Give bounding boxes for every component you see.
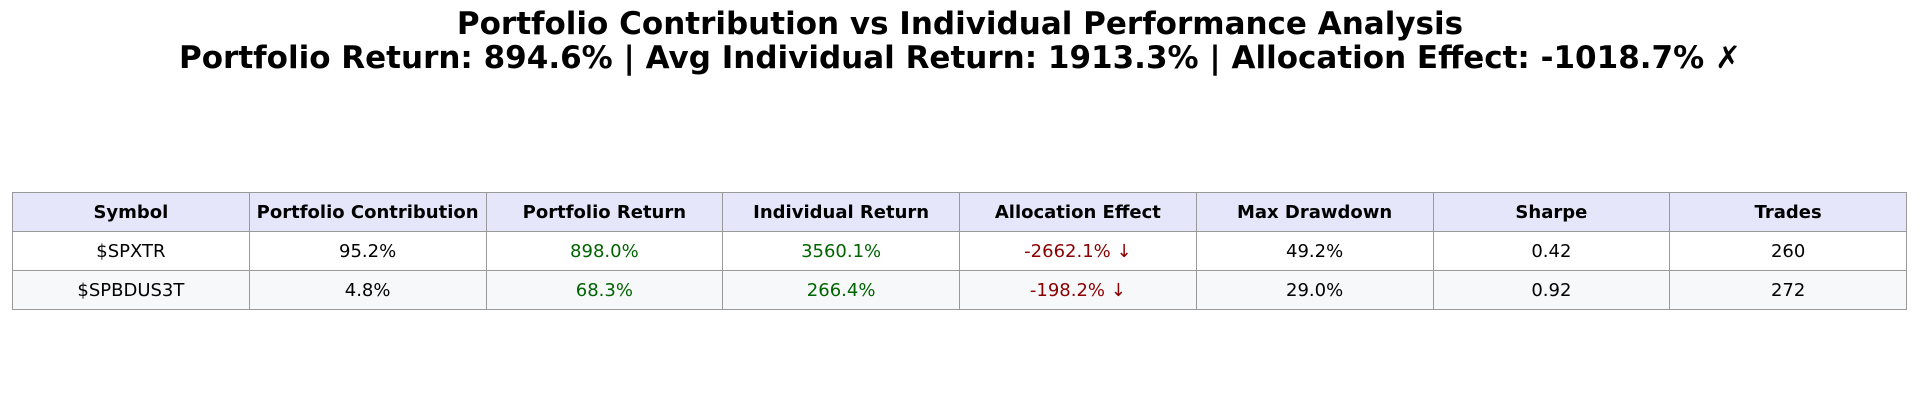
cell: 0.92 (1432, 270, 1671, 310)
title: Portfolio Contribution vs Individual Per… (456, 6, 1464, 42)
column-header: Sharpe (1432, 192, 1671, 232)
cell: 68.3% (485, 270, 724, 310)
cell: 272 (1669, 270, 1907, 310)
column-header: Allocation Effect (959, 192, 1197, 232)
column-header: Trades (1669, 192, 1907, 232)
column-header: Portfolio Return (485, 192, 724, 232)
cell: -2662.1% ↓ (959, 231, 1197, 271)
cell: 49.2% (1195, 231, 1434, 271)
header-row: Symbol Portfolio Contribution Portfolio … (12, 192, 1907, 232)
cell: 0.42 (1432, 231, 1671, 271)
cell: -198.2% ↓ (959, 270, 1197, 310)
cell: 898.0% (485, 231, 724, 271)
table: Symbol Portfolio Contribution Portfolio … (12, 192, 1907, 310)
cell: 3560.1% (722, 231, 960, 271)
cell: 260 (1669, 231, 1907, 271)
row: $SPBDUS3T 4.8% 68.3% 266.4% -198.2% ↓ 29… (12, 270, 1907, 310)
cell: 29.0% (1195, 270, 1434, 310)
column-header: Individual Return (722, 192, 960, 232)
cell: 95.2% (248, 231, 487, 271)
cell: 4.8% (248, 270, 487, 310)
subtitle: Portfolio Return: 894.6% | Avg Individua… (179, 40, 1741, 76)
cell: $SPBDUS3T (12, 270, 250, 310)
row: $SPXTR 95.2% 898.0% 3560.1% -2662.1% ↓ 4… (12, 231, 1907, 271)
column-header: Symbol (12, 192, 250, 232)
column-header: Max Drawdown (1195, 192, 1434, 232)
column-header: Portfolio Contribution (248, 192, 487, 232)
cell: $SPXTR (12, 231, 250, 271)
cell: 266.4% (722, 270, 960, 310)
